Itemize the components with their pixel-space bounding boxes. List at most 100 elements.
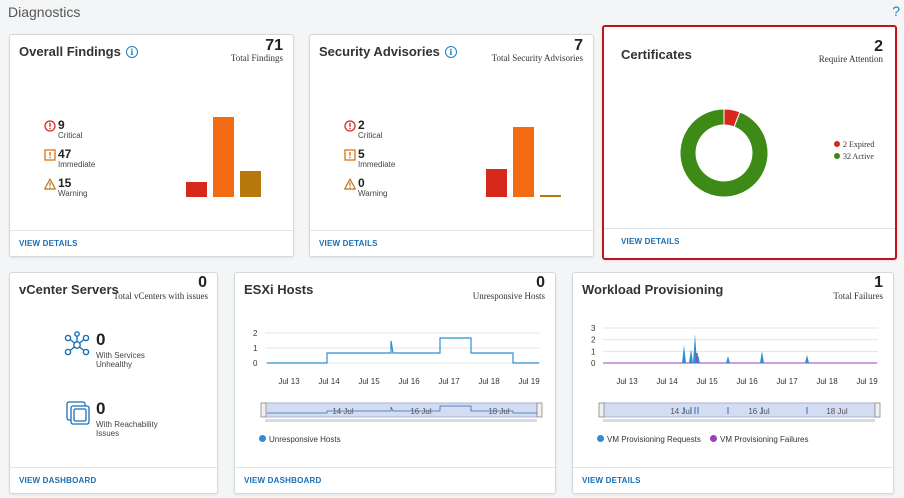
info-icon[interactable]: i <box>125 46 138 58</box>
card-footer: VIEW DASHBOARD <box>10 467 217 493</box>
legend-expired-label: 2 Expired <box>843 140 875 149</box>
critical-icon <box>44 120 56 132</box>
navigator-scrollbar <box>265 419 537 422</box>
bar-immediate <box>213 117 234 197</box>
esxi-count: 0 <box>536 274 545 291</box>
card-title: Security Advisories i <box>319 44 457 59</box>
bar-critical <box>486 169 507 197</box>
legend-vm-requests: VM Provisioning Requests <box>597 435 701 444</box>
services-unhealthy-value: 0 <box>96 330 106 349</box>
navigator-tick-label: 14 Jul <box>670 407 692 416</box>
reachability-issues-label: With Reachability Issues <box>96 420 166 438</box>
view-details-link[interactable]: VIEW DETAILS <box>19 239 78 248</box>
total-advisories-label: Total Security Advisories <box>491 53 583 63</box>
view-details-link[interactable]: VIEW DETAILS <box>621 237 680 246</box>
series-unresponsive-hosts <box>267 337 539 364</box>
workload-count-label: Total Failures <box>833 291 883 301</box>
warning-icon <box>344 178 356 190</box>
navigator-tick-label: 16 Jul <box>410 407 432 416</box>
certificates-donut-chart <box>679 108 769 198</box>
x-tick-label: Jul 14 <box>656 377 678 386</box>
immediate-value: 5 <box>358 147 365 161</box>
help-icon[interactable]: ? <box>892 3 900 19</box>
legend-failures-label: VM Provisioning Failures <box>720 435 809 444</box>
bar-critical <box>186 181 207 197</box>
certificates-count: 2 <box>874 38 883 55</box>
vcenter-count-label: Total vCenters with issues <box>113 291 208 301</box>
reachability-label-line2: Issues <box>96 429 120 438</box>
y-tick-label: 2 <box>253 329 258 338</box>
workload-timeline-chart: 3 2 1 0 Jul 13 Jul 14 Jul 15 Jul 16 Jul 17 Jul 18… <box>591 324 881 422</box>
security-advisories-title: Security Advisories <box>319 44 440 59</box>
certificates-count-label: Require Attention <box>818 54 883 64</box>
critical-value: 9 <box>58 118 65 132</box>
immediate-label: Immediate <box>358 160 396 169</box>
total-findings-label: Total Findings <box>230 53 283 63</box>
critical-icon <box>344 120 356 132</box>
services-label-line1: With Services <box>96 351 145 360</box>
immediate-value: 47 <box>58 147 72 161</box>
vcenter-title: vCenter Servers <box>19 282 119 297</box>
bar-immediate <box>513 127 534 197</box>
legend-unresponsive-label: Unresponsive Hosts <box>269 435 341 444</box>
workload-provisioning-card: Workload Provisioning 1 Total Failures 3… <box>572 272 894 494</box>
total-findings-count: 71 <box>265 37 283 54</box>
services-label-line2: Unhealthy <box>96 360 133 369</box>
x-tick-label: Jul 13 <box>616 377 638 386</box>
workload-count: 1 <box>874 274 883 291</box>
card-footer: VIEW DETAILS <box>310 230 593 256</box>
overall-findings-card: Overall Findings i 71 Total Findings 9 Cr… <box>9 34 294 257</box>
view-details-link[interactable]: VIEW DETAILS <box>582 476 641 485</box>
warning-value: 15 <box>58 176 72 190</box>
series-vm-requests-spike <box>726 356 730 363</box>
overall-findings-title: Overall Findings <box>19 44 121 59</box>
warning-label: Warning <box>358 189 388 198</box>
bar-warning <box>240 171 261 197</box>
series-vm-requests-spike <box>805 355 809 363</box>
view-details-link[interactable]: VIEW DETAILS <box>319 239 378 248</box>
x-tick-label: Jul 14 <box>318 377 340 386</box>
reachability-icon <box>66 401 90 425</box>
legend-requests-label: VM Provisioning Requests <box>607 435 701 444</box>
navigator-tick-label: 18 Jul <box>826 407 848 416</box>
card-footer: VIEW DETAILS <box>10 230 293 256</box>
legend-dot-blue <box>259 435 266 442</box>
x-tick-label: Jul 19 <box>518 377 540 386</box>
warning-label: Warning <box>58 189 88 198</box>
y-tick-label: 1 <box>591 347 596 356</box>
x-tick-label: Jul 17 <box>776 377 798 386</box>
legend-active-label: 32 Active <box>843 152 874 161</box>
view-dashboard-link[interactable]: VIEW DASHBOARD <box>19 476 97 485</box>
workload-title: Workload Provisioning <box>582 282 724 297</box>
donut-slice-32-active <box>679 108 769 198</box>
x-tick-label: Jul 18 <box>478 377 500 386</box>
warning-value: 0 <box>358 176 365 190</box>
critical-value: 2 <box>358 118 365 132</box>
total-advisories-count: 7 <box>574 37 583 54</box>
legend-dot-red <box>834 141 840 147</box>
info-icon[interactable]: i <box>444 46 457 58</box>
legend-expired: 2 Expired <box>834 140 874 149</box>
esxi-title: ESXi Hosts <box>244 282 314 297</box>
x-tick-label: Jul 19 <box>856 377 878 386</box>
legend-active: 32 Active <box>834 152 874 161</box>
critical-label: Critical <box>358 131 383 140</box>
page-title: Diagnostics <box>8 4 81 20</box>
services-unhealthy-label: With Services Unhealthy <box>96 351 166 369</box>
card-title: Overall Findings i <box>19 44 138 59</box>
series-vm-requests-spike <box>689 349 693 363</box>
y-tick-label: 3 <box>591 324 596 333</box>
legend-dot-purple <box>710 435 717 442</box>
legend-vm-failures: VM Provisioning Failures <box>710 435 808 444</box>
y-tick-label: 0 <box>253 359 258 368</box>
legend-dot-green <box>834 153 840 159</box>
navigator-handle-left <box>598 402 605 418</box>
esxi-count-label: Unresponsive Hosts <box>472 291 545 301</box>
navigator-tick-label: 18 Jul <box>488 407 510 416</box>
x-tick-label: Jul 13 <box>278 377 300 386</box>
view-dashboard-link[interactable]: VIEW DASHBOARD <box>244 476 322 485</box>
immediate-icon <box>44 149 56 161</box>
advisories-bar-chart <box>486 127 566 197</box>
critical-label: Critical <box>58 131 83 140</box>
esxi-timeline-chart: 2 1 0 Jul 13 Jul 14 Jul 15 Jul 16 Jul 17 Jul 18 J… <box>253 329 543 422</box>
